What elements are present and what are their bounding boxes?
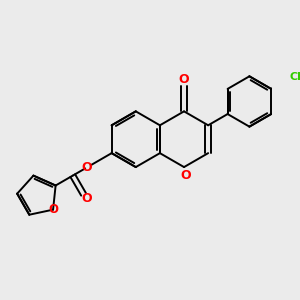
Text: Cl: Cl [290, 72, 300, 82]
Text: O: O [48, 203, 58, 216]
Text: O: O [81, 160, 92, 174]
Text: O: O [82, 193, 92, 206]
Text: O: O [181, 169, 191, 182]
Text: O: O [179, 73, 189, 85]
